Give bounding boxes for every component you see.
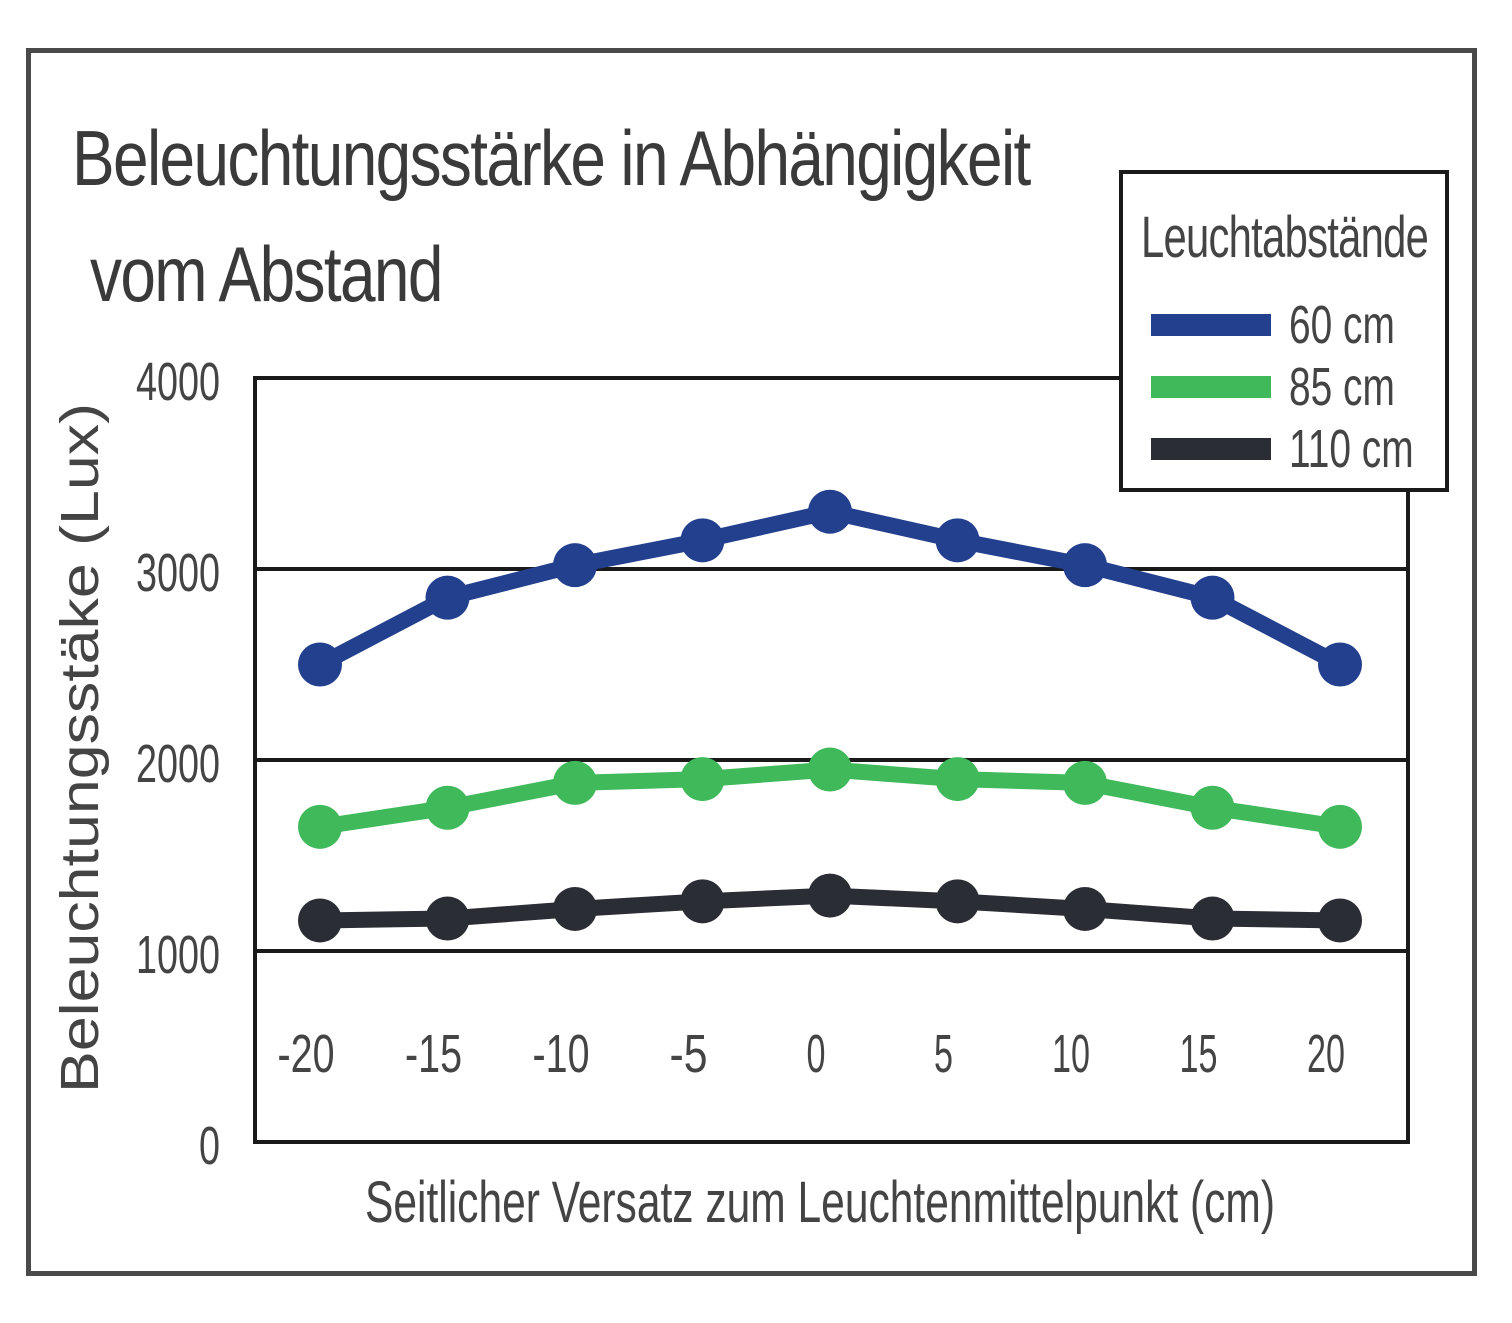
series-0-point <box>298 642 342 687</box>
x-tick-label: 0 <box>807 1024 826 1084</box>
series-0-point <box>808 489 852 534</box>
x-tick-label: -20 <box>278 1024 335 1084</box>
chart-title-line2: vom Abstand <box>90 230 443 318</box>
series-0-point <box>425 575 470 620</box>
y-axis-label: Beleuchtungsstäke (Lux) <box>50 403 110 1093</box>
series-1-point <box>425 785 470 830</box>
series-1-point <box>553 760 597 805</box>
series-2-point <box>1063 886 1107 931</box>
series-0-point <box>1063 543 1107 588</box>
series-2-point <box>425 896 470 941</box>
legend-swatch-110cm <box>1151 438 1271 460</box>
series-2-point <box>1190 896 1235 941</box>
series-2-point <box>1318 898 1362 943</box>
x-tick-label: -15 <box>405 1024 462 1084</box>
x-tick-label: -10 <box>533 1024 590 1084</box>
series-0-point <box>1190 575 1235 620</box>
x-tick-label: 15 <box>1180 1024 1218 1084</box>
series-0-point <box>680 518 725 563</box>
series-0-point <box>1318 642 1362 687</box>
series-1-point <box>1190 785 1235 830</box>
y-tick-label: 1000 <box>136 925 220 985</box>
legend-label-110cm: 110 cm <box>1289 419 1414 479</box>
y-tick-label: 2000 <box>136 734 220 794</box>
legend-title: Leuchtabstände <box>1141 205 1429 270</box>
series-0-point <box>553 543 597 588</box>
series-1-point <box>935 757 980 802</box>
series-0-point <box>935 518 980 563</box>
series-2-point <box>553 886 597 931</box>
x-tick-label: 5 <box>934 1024 953 1084</box>
series-2-point <box>808 873 852 918</box>
legend: Leuchtabstände 60 cm 85 cm 110 cm <box>1119 170 1449 492</box>
legend-swatch-85cm <box>1151 376 1271 398</box>
series-1-point <box>680 757 725 802</box>
x-axis-label: Seitlicher Versatz zum Leuchtenmittelpun… <box>365 1170 1275 1235</box>
series-2-point <box>298 898 342 943</box>
series-2-point <box>935 879 980 924</box>
series-2-point <box>680 879 725 924</box>
legend-label-85cm: 85 cm <box>1289 357 1395 417</box>
y-tick-label: 4000 <box>136 352 220 412</box>
x-tick-label: -5 <box>670 1024 708 1084</box>
series-1-point <box>1063 760 1107 805</box>
y-tick-label: 3000 <box>136 543 220 603</box>
legend-label-60cm: 60 cm <box>1289 295 1395 355</box>
y-tick-label: 0 <box>199 1116 220 1176</box>
chart-title: Beleuchtungsstärke in Abhängigkeit vom A… <box>72 100 1031 332</box>
series-1-point <box>808 747 852 792</box>
legend-swatch-60cm <box>1151 314 1271 336</box>
series-1-point <box>298 804 342 849</box>
x-tick-label: 10 <box>1052 1024 1090 1084</box>
series-1-point <box>1318 804 1362 849</box>
chart-title-line1: Beleuchtungsstärke in Abhängigkeit <box>72 114 1031 202</box>
x-tick-label: 20 <box>1307 1024 1345 1084</box>
series-line-0 <box>312 503 1348 673</box>
